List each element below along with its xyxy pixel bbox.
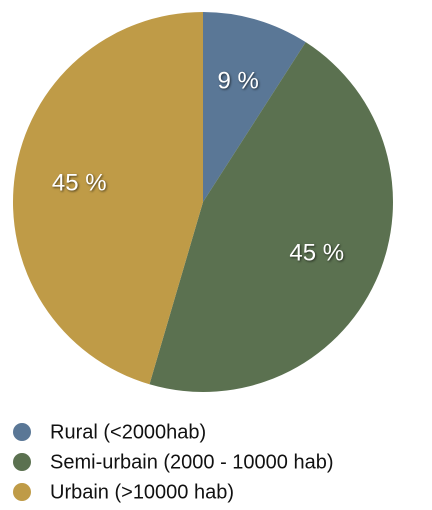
pie-slice: [12, 12, 204, 385]
slice-label: 9 %: [218, 67, 259, 94]
legend-label: Semi-urbain (2000 - 10000 hab): [50, 451, 334, 473]
slice-label: 45 %: [52, 170, 107, 197]
slice-label: 45 %: [289, 239, 344, 266]
pie-slice: [149, 42, 393, 392]
pie-slice: [203, 12, 306, 202]
legend-swatch: [13, 483, 31, 501]
legend-swatch: [13, 453, 31, 471]
legend-swatch: [13, 423, 31, 441]
legend-label: Urbain (>10000 hab): [50, 481, 234, 503]
legend-label: Rural (<2000hab): [50, 421, 206, 443]
